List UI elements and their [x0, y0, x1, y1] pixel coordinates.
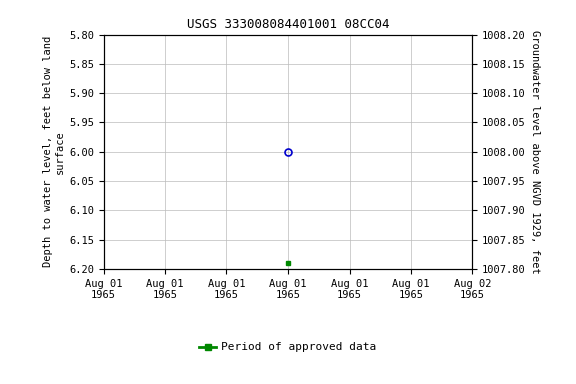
Title: USGS 333008084401001 08CC04: USGS 333008084401001 08CC04 [187, 18, 389, 31]
Legend: Period of approved data: Period of approved data [195, 338, 381, 357]
Y-axis label: Groundwater level above NGVD 1929, feet: Groundwater level above NGVD 1929, feet [530, 30, 540, 273]
Y-axis label: Depth to water level, feet below land
surface: Depth to water level, feet below land su… [43, 36, 65, 267]
